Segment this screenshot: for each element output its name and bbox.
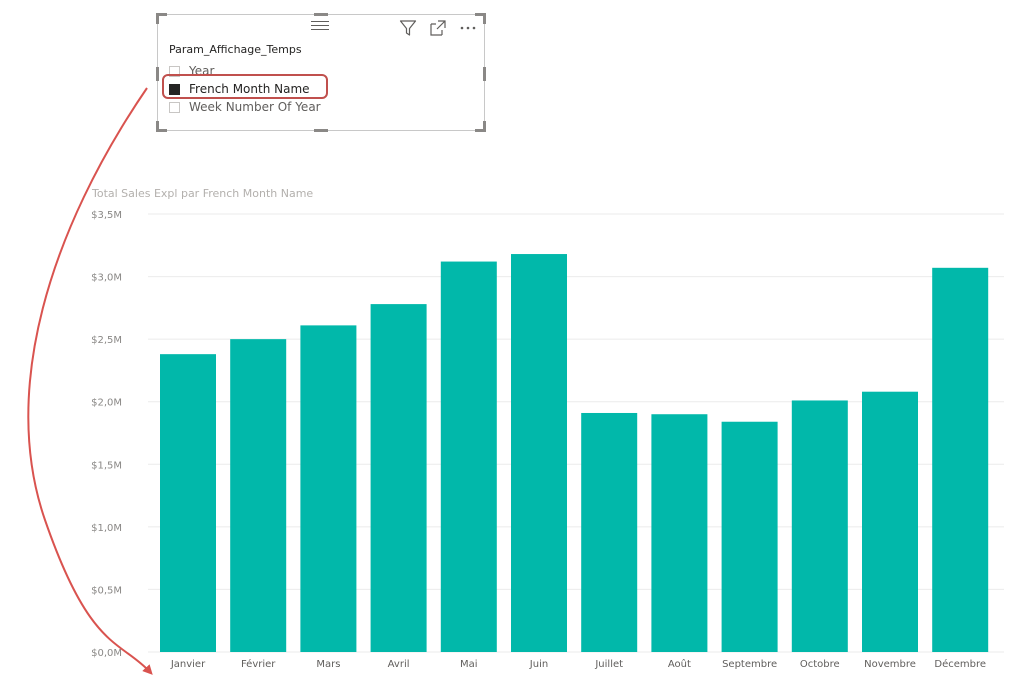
x-tick-label: Janvier: [170, 659, 206, 670]
slicer-item-week-number-of-year[interactable]: Week Number Of Year: [169, 98, 321, 116]
focus-mode-icon[interactable]: [428, 18, 448, 38]
y-tick-label: $0,0M: [91, 648, 122, 659]
resize-handle-right[interactable]: [483, 67, 486, 81]
slicer-item-french-month-name[interactable]: French Month Name: [169, 80, 321, 98]
x-tick-label: Mai: [460, 659, 478, 670]
y-tick-label: $3,0M: [91, 273, 122, 284]
y-tick-label: $1,5M: [91, 460, 122, 471]
slicer-item-label: Week Number Of Year: [189, 100, 321, 114]
resize-handle-left[interactable]: [156, 67, 159, 81]
drag-handle-icon[interactable]: [311, 21, 329, 31]
checkbox-icon[interactable]: [169, 65, 180, 77]
bar-mai[interactable]: [440, 261, 497, 652]
bar-janvier[interactable]: [160, 354, 216, 652]
slicer-visual[interactable]: Param_Affichage_Temps Year French Month …: [156, 13, 486, 132]
bar-juillet[interactable]: [581, 412, 638, 652]
slicer-item-list: Year French Month Name Week Number Of Ye…: [169, 62, 321, 116]
filter-icon[interactable]: [398, 18, 418, 38]
checkbox-icon[interactable]: [169, 101, 180, 113]
bar-mars[interactable]: [300, 325, 357, 652]
x-tick-label: Août: [668, 658, 691, 670]
resize-handle-bottom[interactable]: [314, 129, 328, 132]
annotation-highlight-box: [162, 74, 328, 99]
resize-handle-top-right[interactable]: [475, 13, 486, 24]
resize-handle-top-left[interactable]: [156, 13, 167, 24]
x-tick-label: Juillet: [594, 659, 623, 670]
slicer-title: Param_Affichage_Temps: [169, 43, 302, 56]
resize-handle-bottom-left[interactable]: [156, 121, 167, 132]
x-tick-label: Février: [241, 658, 276, 670]
column-chart-visual[interactable]: Total Sales Expl par French Month Name $…: [0, 180, 1024, 680]
bar-octobre[interactable]: [791, 400, 848, 652]
x-tick-label: Mars: [316, 659, 340, 670]
visual-header-toolbar: [398, 18, 478, 38]
bar-avril[interactable]: [370, 304, 427, 652]
y-tick-label: $3,5M: [91, 210, 122, 221]
x-tick-label: Décembre: [934, 658, 986, 670]
y-tick-label: $0,5M: [91, 585, 122, 596]
bar-février[interactable]: [230, 339, 287, 652]
resize-handle-bottom-right[interactable]: [475, 121, 486, 132]
checkbox-checked-icon[interactable]: [169, 83, 180, 95]
x-tick-label: Novembre: [864, 659, 916, 670]
slicer-item-label: French Month Name: [189, 82, 310, 96]
bar-décembre[interactable]: [932, 267, 989, 652]
bar-septembre[interactable]: [721, 421, 778, 652]
x-tick-label: Avril: [388, 659, 410, 670]
chart-plot-area: $0,0M $0,5M $1,0M $1,5M $2,0M $2,5M $3,0M $3,5M…: [91, 210, 1004, 670]
y-tick-label: $2,0M: [91, 398, 122, 409]
bar-août[interactable]: [651, 414, 708, 652]
y-tick-label: $2,5M: [91, 335, 122, 346]
bar-novembre[interactable]: [862, 391, 918, 652]
more-options-icon[interactable]: [458, 18, 478, 38]
x-tick-label: Juin: [529, 659, 548, 670]
x-tick-label: Octobre: [800, 659, 840, 670]
resize-handle-top[interactable]: [314, 13, 328, 16]
bar-juin[interactable]: [511, 254, 567, 652]
y-tick-label: $1,0M: [91, 523, 122, 534]
x-tick-label: Septembre: [722, 659, 777, 670]
